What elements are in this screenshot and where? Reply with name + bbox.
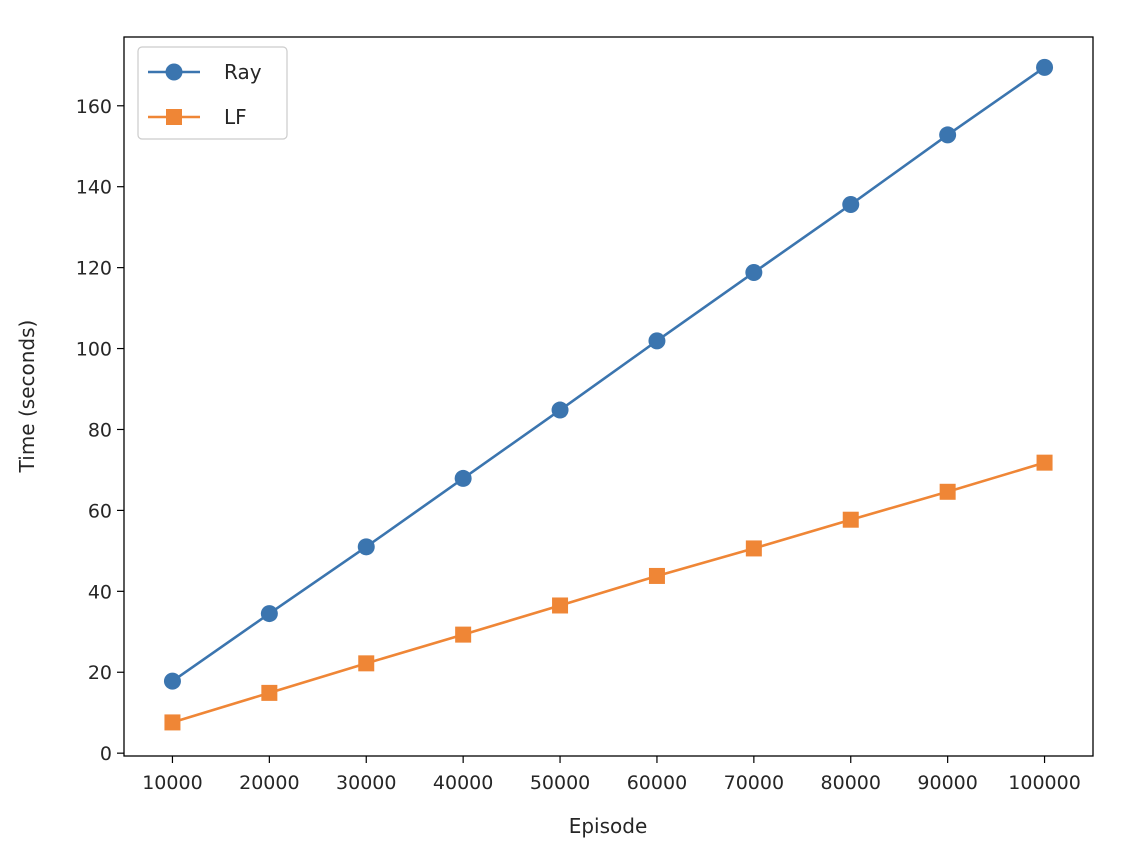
data-point-ray [551, 401, 569, 419]
x-axis-label: Episode [569, 814, 648, 838]
x-tick-label: 10000 [142, 772, 202, 794]
data-point-ray [163, 672, 181, 690]
data-point-ray [357, 538, 375, 556]
legend-label-lf: LF [224, 105, 247, 129]
axis-ticks: 10000 20000 30000 40000 50000 60000 70000 80000… [76, 96, 1081, 794]
series-line-lf [172, 461, 1045, 724]
x-tick-label: 30000 [336, 772, 396, 794]
x-tick-label: 50000 [530, 772, 590, 794]
data-point-ray [454, 469, 472, 487]
data-point-lf [648, 567, 665, 584]
data-point-lf [552, 597, 569, 614]
y-axis-label: Time (seconds) [15, 320, 39, 474]
y-tick-label: 80 [88, 419, 112, 441]
data-point-lf [842, 511, 859, 528]
data-point-lf [1036, 454, 1053, 471]
series-layer [163, 58, 1054, 731]
data-point-lf [939, 483, 956, 500]
x-tick-label: 80000 [821, 772, 881, 794]
y-tick-label: 100 [76, 339, 112, 361]
data-point-ray [939, 126, 957, 144]
x-tick-label: 70000 [724, 772, 784, 794]
y-tick-label: 60 [88, 500, 112, 522]
x-tick-label: 60000 [627, 772, 687, 794]
legend-box [137, 46, 288, 140]
y-tick-label: 160 [76, 96, 112, 118]
y-tick-label: 0 [100, 743, 112, 765]
y-tick-label: 20 [88, 662, 112, 684]
data-point-lf [261, 684, 278, 701]
series-line-ray [171, 66, 1046, 683]
plot-frame [123, 36, 1094, 757]
data-point-ray [260, 605, 278, 623]
data-point-lf [745, 540, 762, 557]
x-tick-label: 100000 [1008, 772, 1081, 794]
y-tick-label: 120 [76, 258, 112, 280]
data-point-ray [1036, 58, 1054, 76]
x-tick-label: 20000 [239, 772, 299, 794]
data-point-lf [358, 655, 375, 672]
x-tick-label: 40000 [433, 772, 493, 794]
legend-marker-lf [166, 109, 182, 125]
legend-label-ray: Ray [224, 60, 262, 84]
y-tick-label: 140 [76, 177, 112, 199]
y-tick-label: 40 [88, 581, 112, 603]
data-point-lf [455, 626, 472, 643]
data-point-ray [842, 196, 860, 214]
legend-marker-ray [165, 63, 183, 81]
legend: Ray LF [137, 46, 288, 140]
x-tick-label: 90000 [917, 772, 977, 794]
data-point-ray [745, 263, 763, 281]
data-point-lf [164, 714, 181, 731]
data-point-ray [648, 332, 666, 350]
